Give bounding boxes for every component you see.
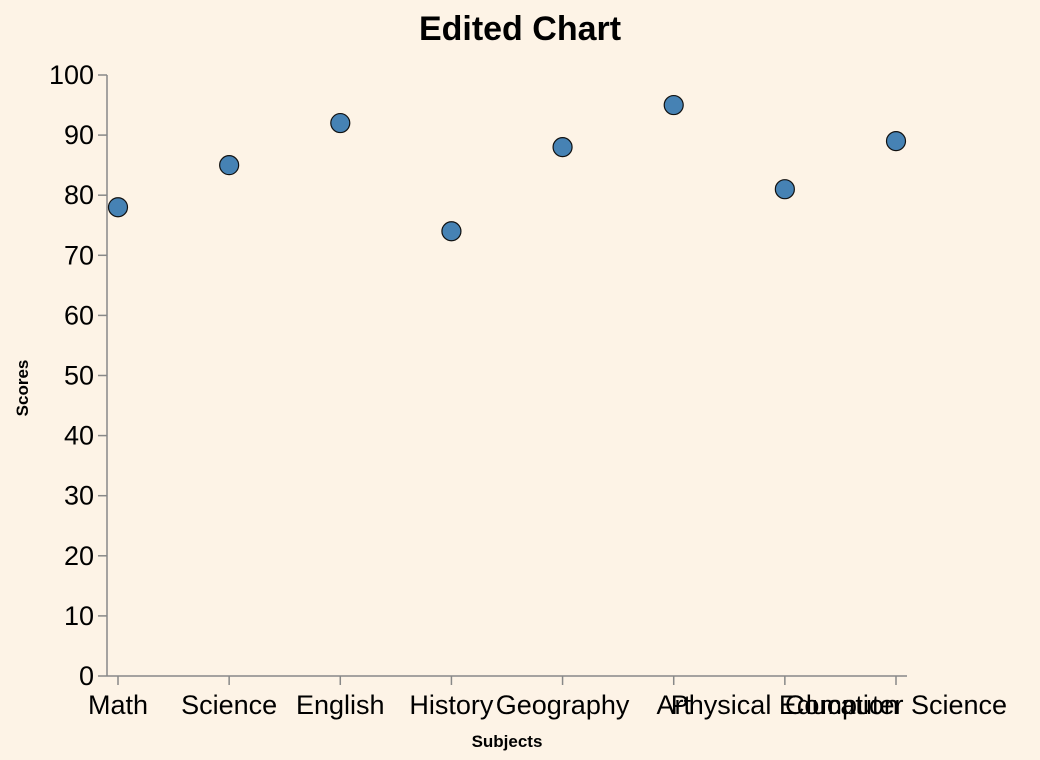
x-tick-label: Physical Education (671, 690, 899, 720)
y-tick-label: 0 (79, 661, 94, 691)
x-tick-label: Geography (496, 690, 630, 720)
x-tick-label: Computer Science (785, 690, 1007, 720)
y-tick-label: 70 (64, 240, 94, 270)
data-point (219, 155, 240, 176)
x-tick-label: History (409, 690, 494, 720)
y-tick-label: 90 (64, 120, 94, 150)
y-tick-label: 50 (64, 361, 94, 391)
data-point (330, 112, 351, 134)
x-axis: Math Science English History Geography ArtPhy… (88, 675, 1007, 720)
y-tick-label: 60 (64, 300, 94, 330)
data-point (885, 131, 907, 152)
y-axis: 0 10 20 30 40 50 60 70 80 90 100 (49, 60, 108, 691)
x-tick-label: Math (88, 690, 148, 720)
data-point (441, 221, 462, 242)
x-tick-label: Art (656, 690, 691, 720)
y-tick-label: 10 (64, 601, 94, 631)
chart-title: Edited Chart (419, 10, 621, 48)
data-point (774, 179, 795, 200)
data-point (663, 94, 684, 116)
y-tick-label: 80 (64, 180, 94, 210)
y-axis-title: Scores (13, 360, 32, 417)
y-tick-label: 100 (49, 60, 94, 90)
y-tick-label: 40 (64, 421, 94, 451)
data-points (107, 94, 907, 242)
y-tick-label: 30 (64, 481, 94, 511)
x-tick-label: English (296, 690, 385, 720)
data-point (552, 137, 573, 158)
y-tick-label: 20 (64, 541, 94, 571)
data-point (107, 197, 129, 218)
x-axis-title: Subjects (472, 732, 543, 751)
x-tick-label: Science (181, 690, 277, 720)
